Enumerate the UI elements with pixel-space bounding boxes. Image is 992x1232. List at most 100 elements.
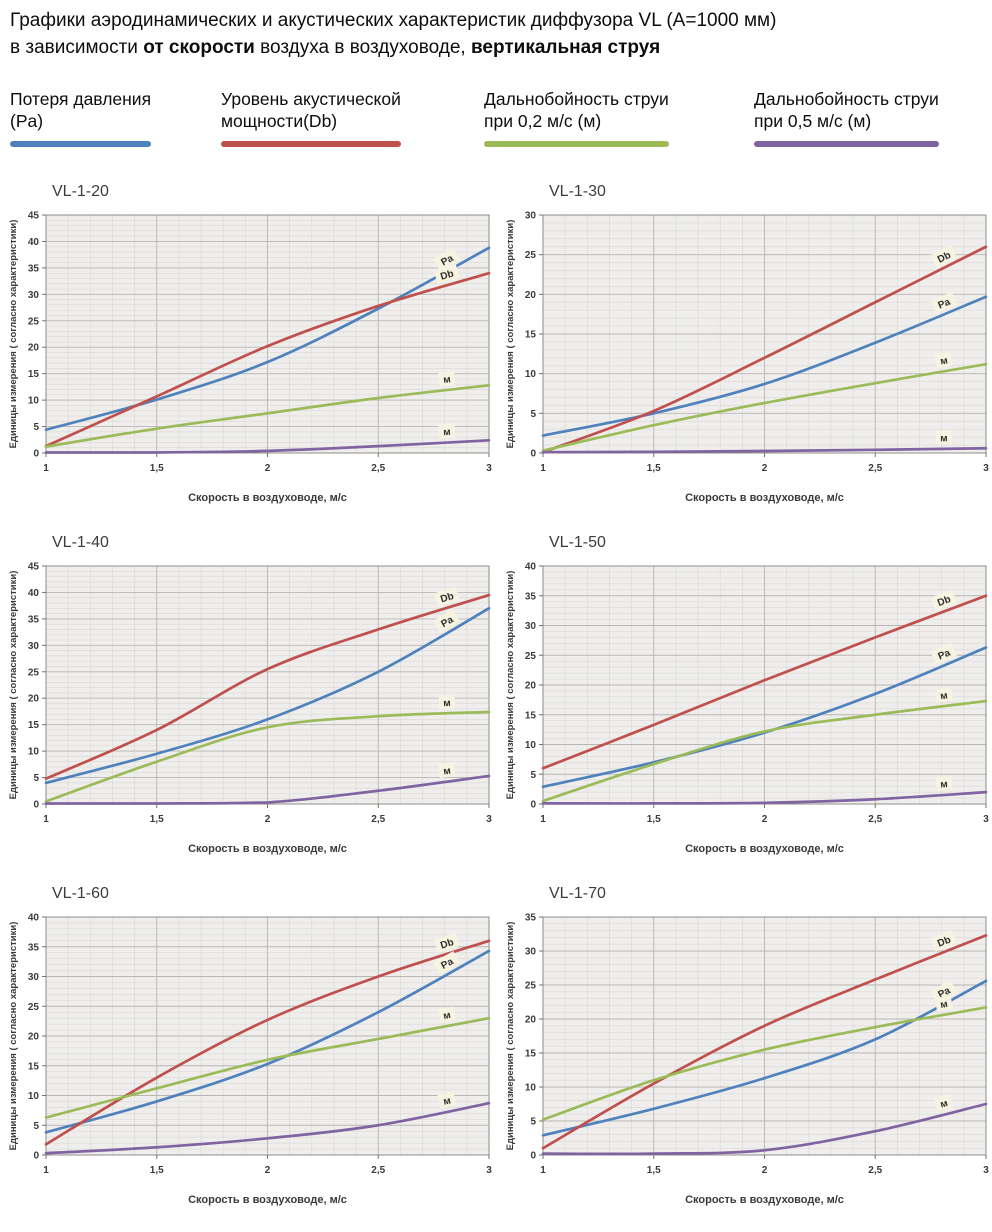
svg-text:5: 5	[530, 769, 536, 780]
svg-text:20: 20	[28, 1031, 40, 1042]
chart-vl-1-40: VL-1-40 0 5 10 15 20 25 30 35 40 45 1 1,5 2 2,5 3 Скоро…	[6, 534, 495, 863]
svg-text:Pa: Pa	[439, 956, 455, 972]
svg-text:Db: Db	[439, 268, 455, 282]
svg-text:Единицы измерения ( согласно х: Единицы измерения ( согласно характерист…	[8, 921, 19, 1150]
svg-text:40: 40	[525, 561, 537, 572]
svg-text:10: 10	[525, 1082, 537, 1093]
svg-text:20: 20	[525, 680, 537, 691]
chart-svg-VL-1-30: 0 5 10 15 20 25 30 1 1,5 2 2,5 3 Скорость в воздухов…	[505, 210, 989, 504]
svg-text:35: 35	[28, 614, 40, 625]
svg-text:5: 5	[33, 1120, 39, 1131]
svg-text:2: 2	[762, 463, 768, 474]
svg-text:м: м	[443, 765, 452, 777]
series-label-Db: Db	[930, 244, 958, 268]
svg-text:20: 20	[525, 290, 537, 301]
svg-text:м: м	[939, 1098, 949, 1110]
svg-text:Единицы измерения ( согласно х: Единицы измерения ( согласно характерист…	[505, 219, 516, 448]
svg-text:Db: Db	[439, 937, 455, 952]
chart-svg-VL-1-50: 0 5 10 15 20 25 30 35 40 1 1,5 2 2,5 3 Скорость в возд…	[505, 561, 989, 855]
chart-svg-VL-1-40: 0 5 10 15 20 25 30 35 40 45 1 1,5 2 2,5 3 Скорость в во…	[8, 561, 492, 855]
legend-color-bar-red	[221, 140, 401, 147]
chart-vl-1-20: VL-1-20 0 5 10 15 20 25 30 35 40 45 1 1,5 2 2,5 3 Скоро…	[6, 183, 495, 512]
legend-item-pressure-pa: Потеря давления (Pa)	[10, 88, 221, 147]
svg-text:40: 40	[28, 912, 40, 923]
series-line-Db	[541, 933, 988, 1150]
series-line-м	[541, 1005, 988, 1121]
svg-text:25: 25	[28, 667, 40, 678]
series-label-м: м	[438, 423, 456, 439]
svg-text:35: 35	[525, 591, 537, 602]
svg-text:3: 3	[486, 1165, 492, 1176]
svg-text:1,5: 1,5	[150, 463, 164, 474]
svg-text:35: 35	[525, 912, 537, 923]
svg-text:3: 3	[486, 463, 492, 474]
title-line2-bold1: от скорости	[143, 36, 255, 58]
svg-text:10: 10	[28, 1091, 40, 1102]
svg-text:1: 1	[43, 814, 49, 825]
svg-text:2,5: 2,5	[371, 463, 385, 474]
svg-text:м: м	[443, 698, 451, 709]
svg-text:1,5: 1,5	[647, 814, 661, 825]
series-label-м: м	[437, 1005, 456, 1023]
svg-text:м: м	[940, 433, 948, 444]
svg-text:1: 1	[43, 463, 49, 474]
svg-text:Скорость в воздуховоде, м/с: Скорость в воздуховоде, м/с	[685, 1194, 844, 1206]
svg-text:30: 30	[525, 946, 537, 957]
series-label-м: м	[437, 1091, 457, 1109]
svg-text:2,5: 2,5	[868, 463, 882, 474]
series-label-Pa: Pa	[433, 950, 461, 975]
series-line-м	[44, 710, 491, 803]
svg-text:1,5: 1,5	[150, 1165, 164, 1176]
svg-text:40: 40	[28, 237, 40, 248]
svg-text:2,5: 2,5	[868, 814, 882, 825]
chart-title: VL-1-50	[549, 533, 606, 551]
series-label-Db: Db	[433, 932, 460, 953]
series-label-Pa: Pa	[433, 608, 461, 633]
chart-title: VL-1-30	[549, 182, 606, 200]
series-line-Pa	[44, 606, 491, 784]
svg-text:2: 2	[265, 814, 271, 825]
svg-text:5: 5	[530, 409, 536, 420]
svg-text:30: 30	[525, 621, 537, 632]
svg-text:15: 15	[28, 369, 40, 380]
svg-text:Единицы измерения ( согласно х: Единицы измерения ( согласно характерист…	[505, 921, 516, 1150]
svg-text:Pa: Pa	[937, 647, 953, 662]
series-label-Db: Db	[930, 589, 957, 611]
svg-text:30: 30	[28, 290, 40, 301]
series-line-м	[44, 438, 491, 454]
series-line-м	[541, 362, 988, 452]
series-line-Db	[44, 939, 491, 1146]
series-line-Db	[541, 594, 988, 770]
svg-text:м: м	[443, 427, 451, 438]
svg-text:30: 30	[28, 972, 40, 983]
series-line-м	[541, 446, 988, 454]
svg-text:1: 1	[540, 814, 546, 825]
series-line-м	[44, 383, 491, 448]
series-label-Pa: Pa	[930, 642, 958, 665]
svg-text:Единицы измерения ( согласно х: Единицы измерения ( согласно характерист…	[505, 570, 516, 799]
svg-text:Db: Db	[439, 591, 455, 605]
svg-text:2,5: 2,5	[868, 1165, 882, 1176]
series-label-м: м	[935, 686, 953, 703]
svg-text:35: 35	[28, 942, 40, 953]
chart-title: VL-1-40	[52, 533, 109, 551]
svg-text:0: 0	[530, 1150, 536, 1161]
svg-text:15: 15	[28, 1061, 40, 1072]
page-title: Графики аэродинамических и акустических …	[6, 8, 986, 62]
series-label-Db: Db	[930, 929, 958, 952]
svg-text:5: 5	[33, 773, 39, 784]
series-label-м: м	[438, 694, 456, 710]
chart-title: VL-1-70	[549, 884, 606, 902]
svg-text:3: 3	[983, 814, 989, 825]
series-line-м	[541, 790, 988, 805]
title-line1: Графики аэродинамических и акустических …	[10, 10, 777, 31]
svg-text:Скорость в воздуховоде, м/с: Скорость в воздуховоде, м/с	[685, 843, 844, 855]
legend-item-jet-range-05: Дальнобойность струи при 0,5 м/с (м)	[754, 88, 986, 147]
svg-text:45: 45	[28, 210, 40, 221]
svg-text:1,5: 1,5	[647, 463, 661, 474]
svg-text:25: 25	[28, 316, 40, 327]
svg-text:1,5: 1,5	[150, 814, 164, 825]
legend-item-jet-range-02: Дальнобойность струи при 0,2 м/с (м)	[484, 88, 754, 147]
svg-text:м: м	[442, 1095, 451, 1107]
